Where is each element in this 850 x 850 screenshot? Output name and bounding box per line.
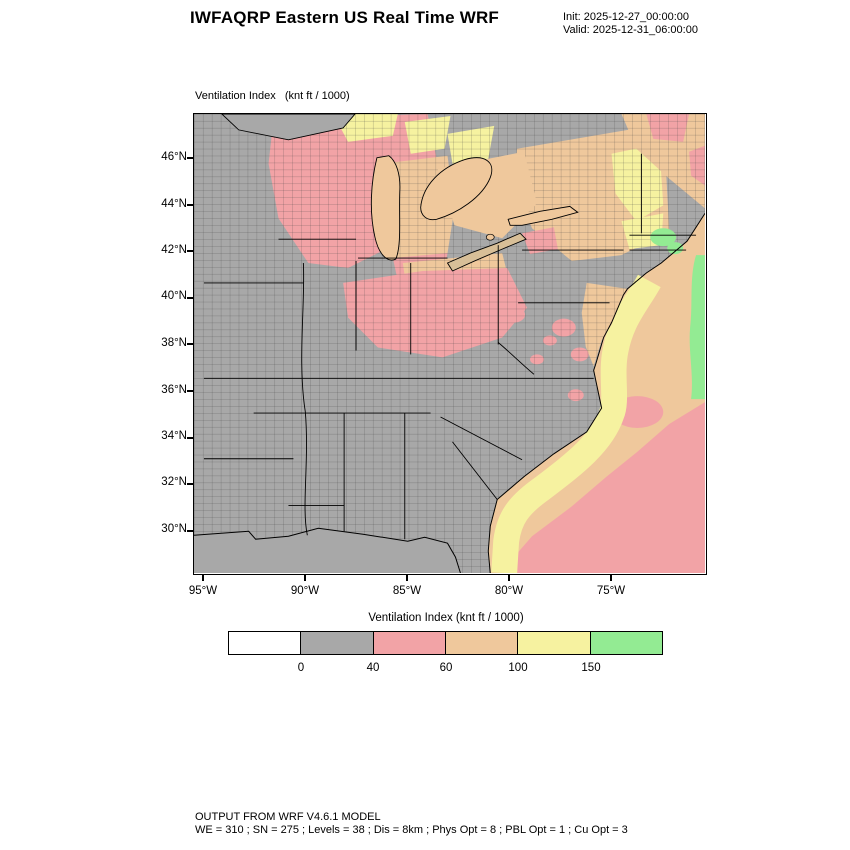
field-coastal-yellow-band: [491, 274, 661, 573]
colorbar-tick-label: 40: [366, 662, 380, 674]
colorbar-title: Ventilation Index (knt ft / 1000): [368, 612, 524, 624]
colorbar-tick-label: 100: [508, 662, 528, 674]
y-axis-tick: [187, 250, 193, 252]
state-boundaries: [203, 153, 697, 540]
colorbar: [228, 631, 663, 655]
y-axis-tick: [187, 390, 193, 392]
x-axis-tick: [610, 575, 612, 581]
coastline: [194, 213, 705, 573]
colorbar-cell-yellow: [517, 631, 591, 655]
y-axis-tick: [187, 483, 193, 485]
y-axis-tick-label: 40°N: [161, 290, 187, 302]
y-axis-tick-label: 32°N: [161, 476, 187, 488]
y-axis-tick-label: 46°N: [161, 151, 187, 163]
x-axis-tick-label: 95°W: [188, 585, 218, 597]
field-green-strip: [689, 255, 705, 400]
colorbar-tick-label: 60: [439, 662, 453, 674]
x-axis-tick: [406, 575, 408, 581]
x-axis-tick: [508, 575, 510, 581]
y-axis-tick-label: 34°N: [161, 430, 187, 442]
field-green-patch: [667, 242, 684, 255]
y-axis-tick: [187, 204, 193, 206]
colorbar-cell-green: [589, 631, 663, 655]
lake-michigan: [370, 155, 401, 261]
init-time: Init: 2025-12-27_00:00:00: [563, 11, 689, 23]
lake-ontario: [507, 205, 579, 226]
x-axis-tick: [304, 575, 306, 581]
field-green-patch: [650, 228, 677, 247]
y-axis-tick: [187, 437, 193, 439]
colorbar-cell-tan: [444, 631, 519, 655]
map-plot: [193, 113, 707, 575]
y-axis-tick: [187, 157, 193, 159]
map-variable-label: Ventilation Index (knt ft / 1000): [195, 90, 350, 102]
y-axis-tick-label: 42°N: [161, 244, 187, 256]
colorbar-tick-label: 150: [581, 662, 601, 674]
y-axis-tick-label: 44°N: [161, 198, 187, 210]
colorbar-cell-white: [228, 631, 302, 655]
lake-stclair: [485, 233, 495, 241]
valid-time: Valid: 2025-12-31_06:00:00: [563, 24, 698, 36]
page-title: IWFAQRP Eastern US Real Time WRF: [190, 8, 500, 27]
y-axis-tick-label: 36°N: [161, 384, 187, 396]
colorbar-cell-pink: [372, 631, 446, 655]
x-axis-tick-label: 85°W: [392, 585, 422, 597]
y-axis-tick: [187, 530, 193, 532]
colorbar-tick-label: 0: [297, 662, 305, 674]
great-lakes: [221, 114, 579, 272]
field-ocean-pink: [508, 402, 705, 573]
y-axis-tick-label: 38°N: [161, 337, 187, 349]
map-svg: [194, 114, 705, 573]
y-axis-tick: [187, 343, 193, 345]
footer-model-line: OUTPUT FROM WRF V4.6.1 MODEL: [195, 811, 381, 823]
lake-superior: [221, 114, 356, 141]
y-axis-tick: [187, 297, 193, 299]
x-axis-tick-label: 75°W: [596, 585, 626, 597]
x-axis-tick: [202, 575, 204, 581]
x-axis-tick-label: 90°W: [290, 585, 320, 597]
footer-params-line: WE = 310 ; SN = 275 ; Levels = 38 ; Dis …: [195, 824, 628, 836]
y-axis-tick-label: 30°N: [161, 523, 187, 535]
lake-huron: [420, 157, 493, 221]
colorbar-cell-gray: [300, 631, 374, 655]
x-axis-tick-label: 80°W: [494, 585, 524, 597]
lake-erie: [446, 232, 527, 272]
